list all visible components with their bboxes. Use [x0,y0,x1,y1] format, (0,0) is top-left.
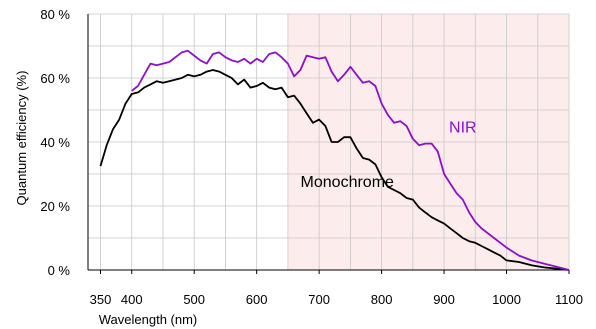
x-tick-label: 700 [308,292,330,307]
x-axis-title: Wavelength (nm) [99,312,198,327]
series-line-monochrome [99,69,570,271]
y-tick-label: 20 % [40,199,70,214]
x-tick-label: 400 [121,292,143,307]
annotation-nir: NIR [449,119,477,136]
x-tick-label: 800 [371,292,393,307]
x-tick-label: 1000 [492,292,521,307]
y-axis-title: Quantum efficiency (%) [14,71,29,206]
x-tick-label: 600 [246,292,268,307]
x-tick-label: 500 [183,292,205,307]
y-tick-label: 40 % [40,135,70,150]
y-tick-label: 0 % [48,263,71,278]
y-tick-label: 80 % [40,7,70,22]
y-tick-label: 60 % [40,71,70,86]
series-line-nir [131,49,570,271]
x-tick-label: 1100 [555,292,583,307]
x-tick-label: 900 [433,292,455,307]
annotation-monochrome: Monochrome [301,174,394,191]
x-tick-label: 350 [90,292,112,307]
